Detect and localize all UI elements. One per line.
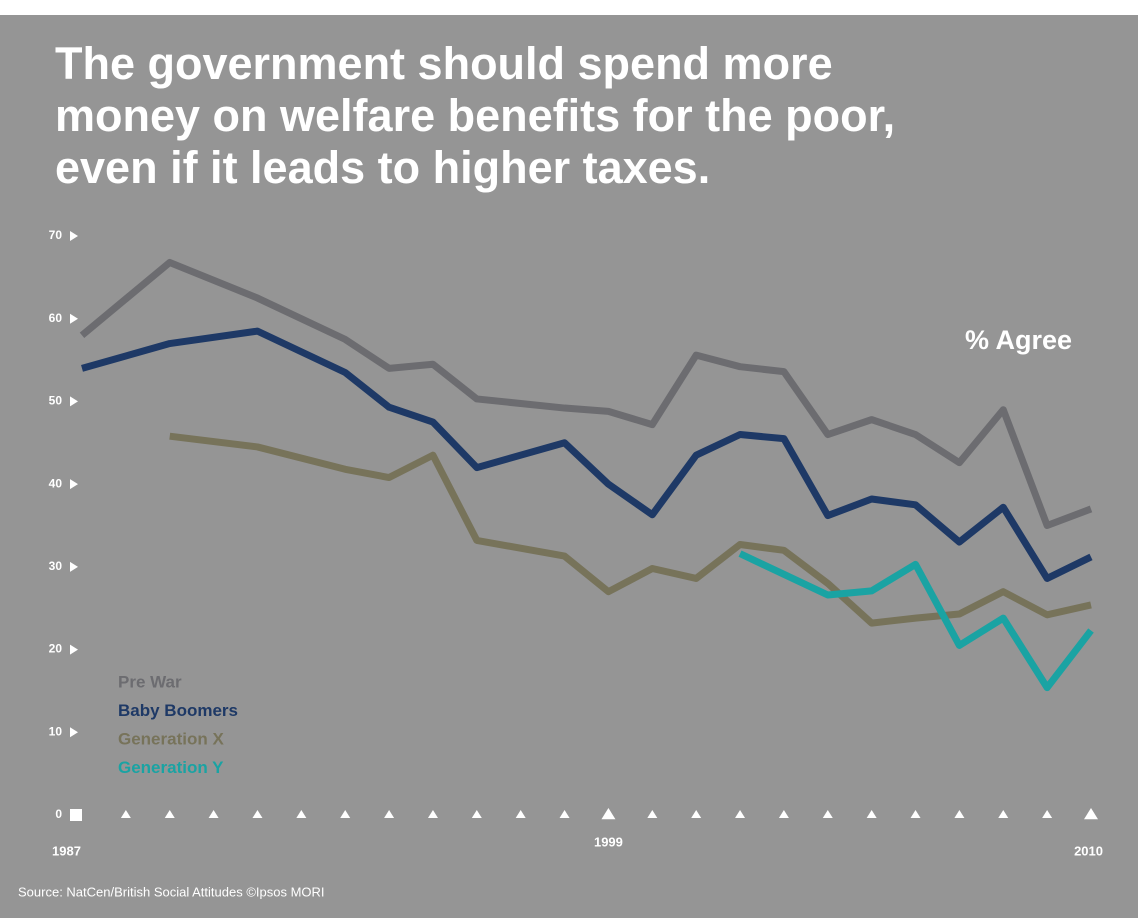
x-axis-marker: [691, 810, 702, 818]
x-axis-marker: [427, 810, 438, 818]
y-tick-label: 10: [49, 724, 63, 738]
annotation: % Agree: [965, 325, 1072, 355]
y-tick-label: 70: [49, 228, 63, 242]
legend-entry: Baby Boomers: [118, 701, 238, 720]
x-axis-marker: [515, 810, 526, 818]
x-axis-marker: [471, 810, 482, 818]
x-axis-marker: [910, 810, 921, 818]
y-tick-mark: [70, 644, 78, 655]
y-tick-mark: [70, 561, 78, 572]
x-axis-marker: [120, 810, 131, 818]
x-axis-marker: [866, 810, 877, 818]
x-axis-marker: [164, 810, 175, 818]
y-tick-label: 20: [49, 642, 63, 656]
series-line: [79, 258, 1093, 529]
x-axis-marker: [601, 808, 616, 820]
x-axis-marker: [735, 810, 746, 818]
legend-entry: Generation Y: [118, 758, 224, 777]
y-tick-mark: [70, 809, 82, 821]
x-axis-marker: [1084, 808, 1098, 820]
x-axis-marker: [1042, 810, 1053, 818]
x-axis-marker: [778, 810, 789, 818]
chart-title: The government should spend more money o…: [55, 38, 896, 193]
series-line: [738, 550, 1094, 692]
y-tick-mark: [70, 313, 78, 324]
legend-entry: Pre War: [118, 672, 182, 691]
y-tick-label: 50: [49, 394, 63, 408]
y-tick-label: 30: [49, 559, 63, 573]
x-axis-marker: [647, 810, 658, 818]
x-axis-marker: [954, 810, 965, 818]
y-tick-label: 40: [49, 476, 63, 490]
x-tick-label: 1987: [52, 843, 81, 858]
y-tick-label: 0: [55, 807, 62, 821]
y-tick-mark: [70, 396, 78, 407]
x-axis-marker: [296, 810, 307, 818]
x-axis-marker: [822, 810, 833, 818]
background: [0, 15, 1138, 918]
legend-entry: Generation X: [118, 729, 224, 748]
y-tick-mark: [70, 231, 78, 241]
y-tick-mark: [70, 727, 78, 738]
series-line: [81, 327, 1093, 582]
x-axis-marker: [559, 810, 570, 818]
x-axis-marker: [998, 810, 1009, 818]
y-tick-label: 60: [49, 311, 63, 325]
x-tick-label: 1999: [594, 834, 623, 849]
x-axis-marker: [208, 810, 219, 818]
x-axis-marker: [340, 810, 351, 818]
series-line: [169, 432, 1092, 627]
x-axis-marker: [252, 810, 263, 818]
y-tick-mark: [70, 479, 78, 490]
x-axis-marker: [384, 810, 395, 818]
x-tick-label: 2010: [1074, 843, 1103, 858]
source: Source: NatCen/British Social Attitudes …: [18, 884, 325, 899]
